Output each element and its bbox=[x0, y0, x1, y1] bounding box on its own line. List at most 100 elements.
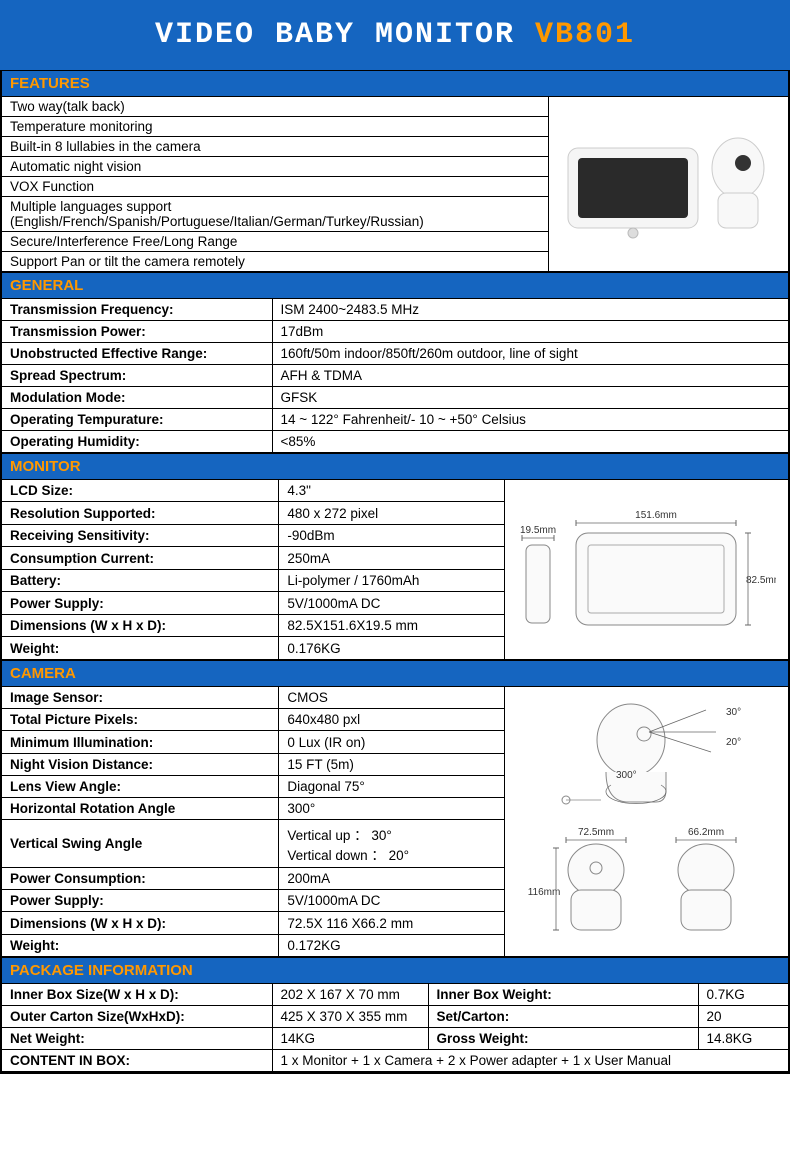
spec-label: Dimensions (W x H x D): bbox=[2, 614, 279, 637]
feature-item: Two way(talk back) bbox=[2, 97, 548, 117]
dim-cam-width: 72.5mm bbox=[578, 827, 614, 838]
product-photo bbox=[558, 113, 778, 253]
spec-label: Power Supply: bbox=[2, 890, 279, 912]
dim-pan: 300° bbox=[616, 770, 637, 781]
features-table: Two way(talk back) Temperature monitorin… bbox=[2, 97, 788, 272]
spec-label: Operating Tempurature: bbox=[2, 409, 272, 431]
feature-item: Temperature monitoring bbox=[2, 117, 548, 137]
dim-width: 151.6mm bbox=[636, 510, 678, 521]
content-label: CONTENT IN BOX: bbox=[2, 1050, 272, 1072]
spec-label: Vertical Swing Angle bbox=[2, 820, 279, 868]
spec-value: 82.5X151.6X19.5 mm bbox=[279, 614, 505, 637]
spec-label: Resolution Supported: bbox=[2, 502, 279, 525]
monitor-table: LCD Size:4.3" 19.5mm 151.6mm 82.5mm bbox=[2, 480, 788, 660]
feature-item: Support Pan or tilt the camera remotely bbox=[2, 252, 548, 272]
section-header-features: FEATURES bbox=[2, 70, 788, 97]
spec-label: Consumption Current: bbox=[2, 547, 279, 570]
content-value: 1 x Monitor + 1 x Camera + 2 x Power ada… bbox=[272, 1050, 788, 1072]
spec-label: Modulation Mode: bbox=[2, 387, 272, 409]
feature-item: VOX Function bbox=[2, 177, 548, 197]
spec-value: 14KG bbox=[272, 1028, 428, 1050]
product-image-cell bbox=[548, 97, 788, 272]
spec-value: 160ft/50m indoor/850ft/260m outdoor, lin… bbox=[272, 343, 788, 365]
spec-value: <85% bbox=[272, 431, 788, 453]
monitor-diagram: 19.5mm 151.6mm 82.5mm bbox=[516, 483, 776, 653]
camera-diagram: 30° 20° 300° 72.5mm 66.2mm bbox=[516, 690, 776, 950]
spec-label: Operating Humidity: bbox=[2, 431, 272, 453]
spec-value: 202 X 167 X 70 mm bbox=[272, 984, 428, 1006]
spec-value: ISM 2400~2483.5 MHz bbox=[272, 299, 788, 321]
spec-label: Night Vision Distance: bbox=[2, 753, 279, 775]
feature-item: Built-in 8 lullabies in the camera bbox=[2, 137, 548, 157]
spec-label: Horizontal Rotation Angle bbox=[2, 798, 279, 820]
section-header-package: PACKAGE INFORMATION bbox=[2, 957, 788, 984]
spec-label: Inner Box Size(W x H x D): bbox=[2, 984, 272, 1006]
spec-value: 14.8KG bbox=[698, 1028, 788, 1050]
spec-label: Image Sensor: bbox=[2, 687, 279, 709]
page-title: VIDEO BABY MONITOR VB801 bbox=[0, 0, 790, 70]
spec-label: Net Weight: bbox=[2, 1028, 272, 1050]
spec-label: Transmission Frequency: bbox=[2, 299, 272, 321]
spec-value: 5V/1000mA DC bbox=[279, 890, 505, 912]
spec-label: Receiving Sensitivity: bbox=[2, 524, 279, 547]
spec-value: -90dBm bbox=[279, 524, 505, 547]
spec-value: Vertical up ： 30° Vertical down ： 20° bbox=[279, 820, 505, 868]
spec-label: Power Supply: bbox=[2, 592, 279, 615]
spec-value: 20 bbox=[698, 1006, 788, 1028]
section-header-monitor: MONITOR bbox=[2, 453, 788, 480]
model-text: VB801 bbox=[535, 18, 635, 52]
spec-label: Transmission Power: bbox=[2, 321, 272, 343]
spec-value: 0.172KG bbox=[279, 934, 505, 956]
spec-value: Li-polymer / 1760mAh bbox=[279, 569, 505, 592]
camera-table: Image Sensor:CMOS 30° 20° bbox=[2, 687, 788, 957]
spec-label: Weight: bbox=[2, 637, 279, 660]
spec-value: 17dBm bbox=[272, 321, 788, 343]
spec-value: 300° bbox=[279, 798, 505, 820]
title-text: VIDEO BABY MONITOR bbox=[155, 18, 515, 52]
spec-label: Minimum Illumination: bbox=[2, 731, 279, 753]
spec-label: LCD Size: bbox=[2, 480, 279, 502]
spec-value: GFSK bbox=[272, 387, 788, 409]
spec-value: CMOS bbox=[279, 687, 505, 709]
spec-value: 15 FT (5m) bbox=[279, 753, 505, 775]
spec-label: Lens View Angle: bbox=[2, 775, 279, 797]
feature-item: Automatic night vision bbox=[2, 157, 548, 177]
spec-value: 14 ~ 122° Fahrenheit/- 10 ~ +50° Celsius bbox=[272, 409, 788, 431]
spec-value: 480 x 272 pixel bbox=[279, 502, 505, 525]
spec-value: 0 Lux (IR on) bbox=[279, 731, 505, 753]
spec-value: Diagonal 75° bbox=[279, 775, 505, 797]
general-table: Transmission Frequency:ISM 2400~2483.5 M… bbox=[2, 299, 788, 453]
spec-label: Inner Box Weight: bbox=[428, 984, 698, 1006]
spec-label: Unobstructed Effective Range: bbox=[2, 343, 272, 365]
spec-value: 640x480 pxl bbox=[279, 709, 505, 731]
spec-value: 5V/1000mA DC bbox=[279, 592, 505, 615]
spec-label: Spread Spectrum: bbox=[2, 365, 272, 387]
dim-depth: 19.5mm bbox=[520, 525, 556, 536]
spec-value: 425 X 370 X 355 mm bbox=[272, 1006, 428, 1028]
section-header-camera: CAMERA bbox=[2, 660, 788, 687]
spec-label: Weight: bbox=[2, 934, 279, 956]
dim-tilt-down: 20° bbox=[726, 737, 741, 748]
spec-label: Power Consumption: bbox=[2, 867, 279, 889]
spec-label: Gross Weight: bbox=[428, 1028, 698, 1050]
spec-value: 250mA bbox=[279, 547, 505, 570]
feature-item: Multiple languages support (English/Fren… bbox=[2, 197, 548, 232]
spec-label: Set/Carton: bbox=[428, 1006, 698, 1028]
spec-value: 4.3" bbox=[279, 480, 505, 502]
dim-cam-height: 116mm bbox=[528, 887, 561, 898]
spec-label: Total Picture Pixels: bbox=[2, 709, 279, 731]
feature-item: Secure/Interference Free/Long Range bbox=[2, 232, 548, 252]
spec-value: 72.5X 116 X66.2 mm bbox=[279, 912, 505, 934]
section-header-general: GENERAL bbox=[2, 272, 788, 299]
camera-diagram-cell: 30° 20° 300° 72.5mm 66.2mm bbox=[504, 687, 788, 957]
spec-sheet: FEATURES Two way(talk back) Temperature … bbox=[0, 70, 790, 1074]
spec-label: Battery: bbox=[2, 569, 279, 592]
spec-value: 0.7KG bbox=[698, 984, 788, 1006]
spec-value: 200mA bbox=[279, 867, 505, 889]
dim-tilt-up: 30° bbox=[726, 707, 741, 718]
spec-value: 0.176KG bbox=[279, 637, 505, 660]
spec-value: AFH & TDMA bbox=[272, 365, 788, 387]
spec-label: Outer Carton Size(WxHxD): bbox=[2, 1006, 272, 1028]
package-table: Inner Box Size(W x H x D): 202 X 167 X 7… bbox=[2, 984, 788, 1072]
spec-label: Dimensions (W x H x D): bbox=[2, 912, 279, 934]
